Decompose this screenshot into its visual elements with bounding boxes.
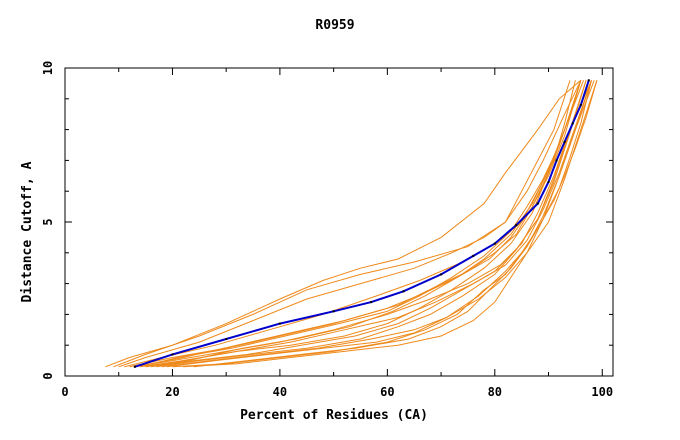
ticks-layer: 0 20 40 60 80 100 0 5 10	[41, 61, 613, 399]
highlight-point	[587, 79, 590, 82]
model-series-16	[145, 80, 584, 368]
x-tick-label: 0	[61, 385, 68, 399]
highlight-point	[402, 290, 405, 293]
model-series-14	[183, 80, 592, 368]
highlight-point	[563, 140, 566, 143]
y-axis-label: Distance Cutoff, A	[20, 161, 35, 302]
model-series-9	[150, 80, 587, 368]
x-tick-label: 60	[380, 385, 394, 399]
model-series-7	[140, 80, 592, 368]
highlight-point	[493, 242, 496, 245]
model-series-13	[172, 80, 598, 368]
highlight-point	[171, 353, 174, 356]
x-tick-label: 80	[488, 385, 502, 399]
highlight-point	[370, 301, 373, 304]
model-series-18	[140, 80, 582, 368]
chart-title: R0959	[315, 18, 354, 33]
x-tick-label: 40	[273, 385, 287, 399]
model-series-15	[134, 80, 582, 368]
highlight-point	[547, 181, 550, 183]
highlight-point	[571, 122, 574, 125]
plot-frame	[64, 67, 614, 377]
model-series-1	[105, 79, 582, 368]
model-series-2	[113, 80, 582, 368]
series-layer	[105, 79, 598, 368]
highlight-point	[536, 202, 539, 205]
highlight-point	[515, 224, 518, 227]
highlight-point	[133, 365, 136, 368]
highlight-point	[332, 310, 335, 313]
x-tick-label: 20	[165, 385, 179, 399]
model-series-17	[193, 80, 592, 368]
x-tick-label: 100	[591, 385, 613, 399]
highlight-layer	[133, 79, 590, 368]
highlight-series	[134, 79, 590, 368]
model-series-10	[156, 80, 592, 368]
highlight-point	[472, 254, 475, 257]
model-series-3	[118, 80, 571, 368]
highlight-point	[579, 104, 582, 106]
highlight-point	[555, 159, 558, 162]
model-series-5	[129, 80, 582, 368]
model-series-4	[123, 80, 576, 368]
highlight-point	[440, 273, 443, 276]
y-tick-label: 0	[41, 372, 55, 379]
model-series-12	[167, 80, 598, 368]
x-axis-label: Percent of Residues (CA)	[240, 408, 428, 423]
y-tick-label: 10	[41, 61, 55, 75]
y-tick-label: 5	[41, 218, 55, 225]
highlight-point	[225, 338, 228, 340]
highlight-point	[278, 322, 281, 325]
